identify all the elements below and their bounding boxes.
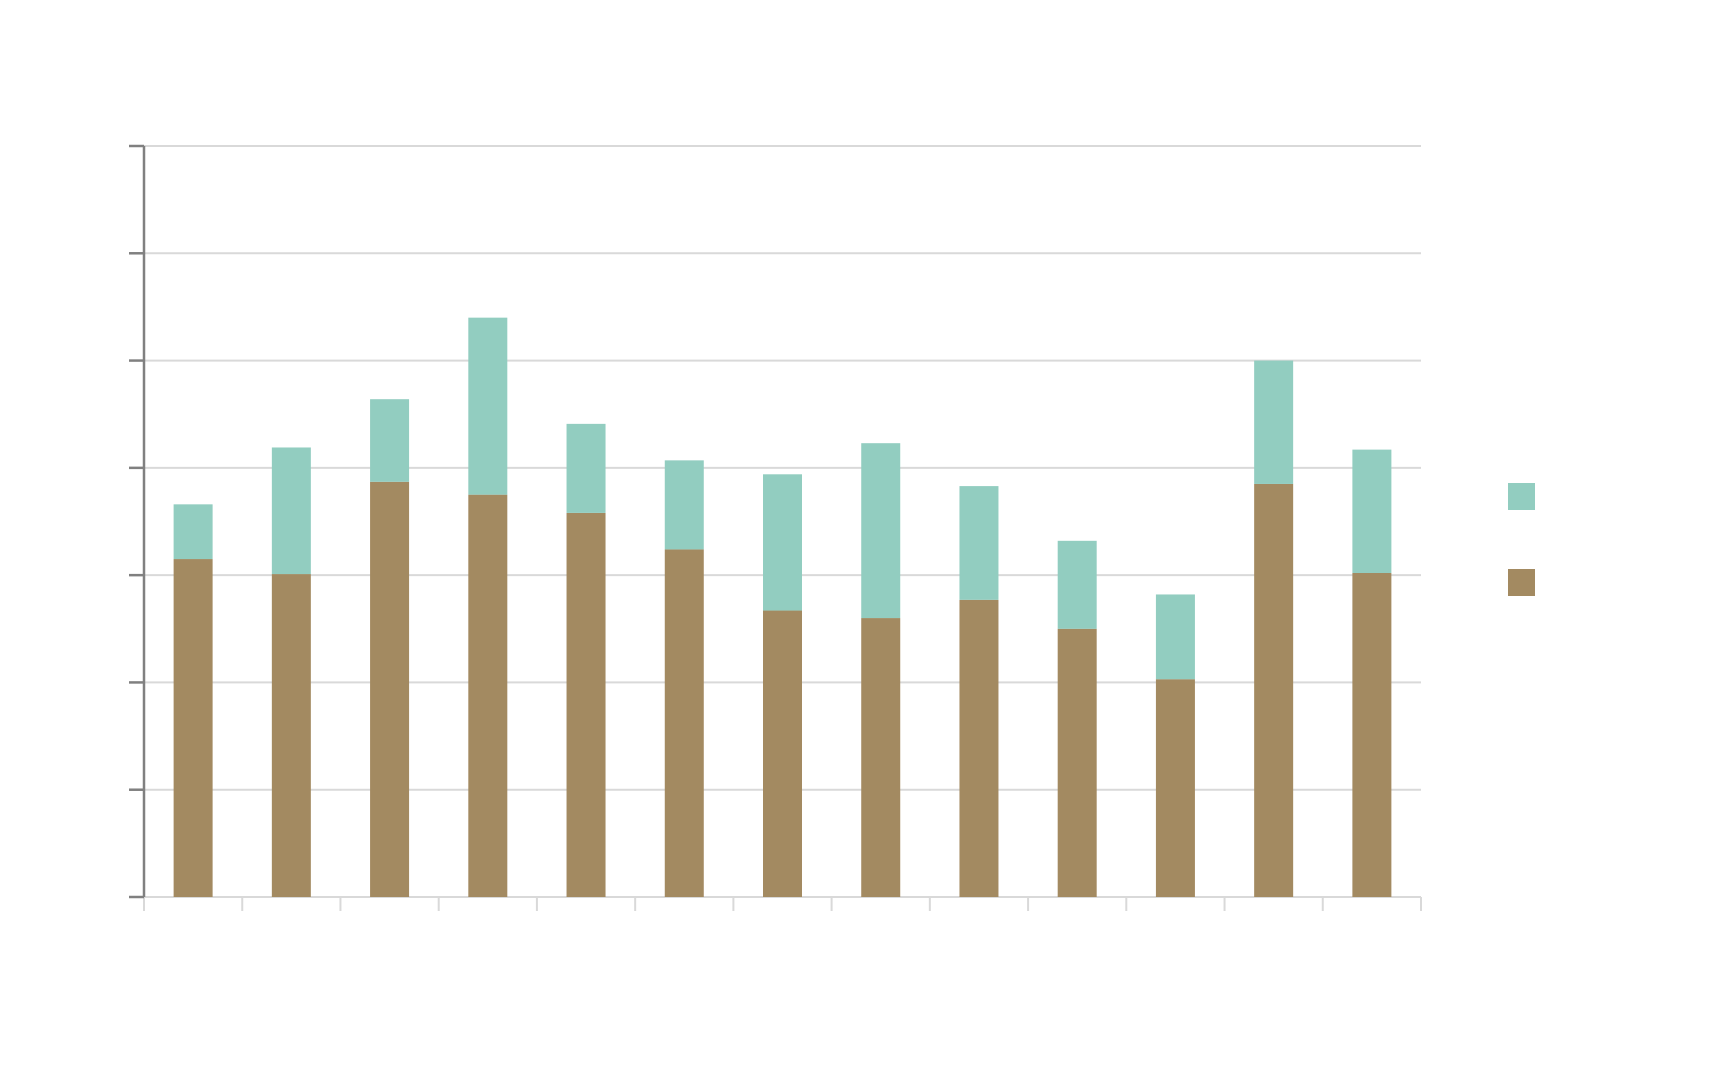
bar-1-series-1: [271, 447, 311, 575]
bar-7-series-0: [861, 618, 901, 897]
bar-9-series-1: [1057, 540, 1097, 629]
bar-8-series-0: [959, 599, 999, 897]
bar-6-series-0: [763, 610, 802, 897]
bar-11-series-1: [1254, 360, 1294, 484]
bar-9-series-0: [1057, 628, 1097, 897]
bar-12-series-1: [1352, 449, 1392, 573]
bar-6-series-1: [763, 474, 802, 611]
legend-swatch-series-0: [1508, 569, 1535, 596]
bar-2-series-1: [370, 399, 410, 482]
legend-swatch-series-1: [1508, 483, 1535, 510]
bar-7-series-1: [861, 443, 901, 619]
bar-5-series-1: [664, 460, 704, 550]
bar-2-series-0: [370, 481, 410, 897]
bar-4-series-0: [566, 512, 606, 897]
bar-4-series-1: [566, 423, 606, 513]
bar-3-series-1: [468, 317, 508, 495]
bar-11-series-0: [1254, 483, 1294, 897]
bar-10-series-1: [1155, 594, 1195, 680]
bar-8-series-1: [959, 486, 999, 600]
bar-1-series-0: [271, 574, 311, 897]
bar-5-series-0: [664, 549, 704, 897]
bar-10-series-0: [1155, 679, 1195, 897]
bar-0-series-0: [173, 559, 213, 897]
bar-3-series-0: [468, 494, 508, 897]
bar-0-series-1: [173, 504, 213, 560]
bar-12-series-0: [1352, 572, 1392, 897]
